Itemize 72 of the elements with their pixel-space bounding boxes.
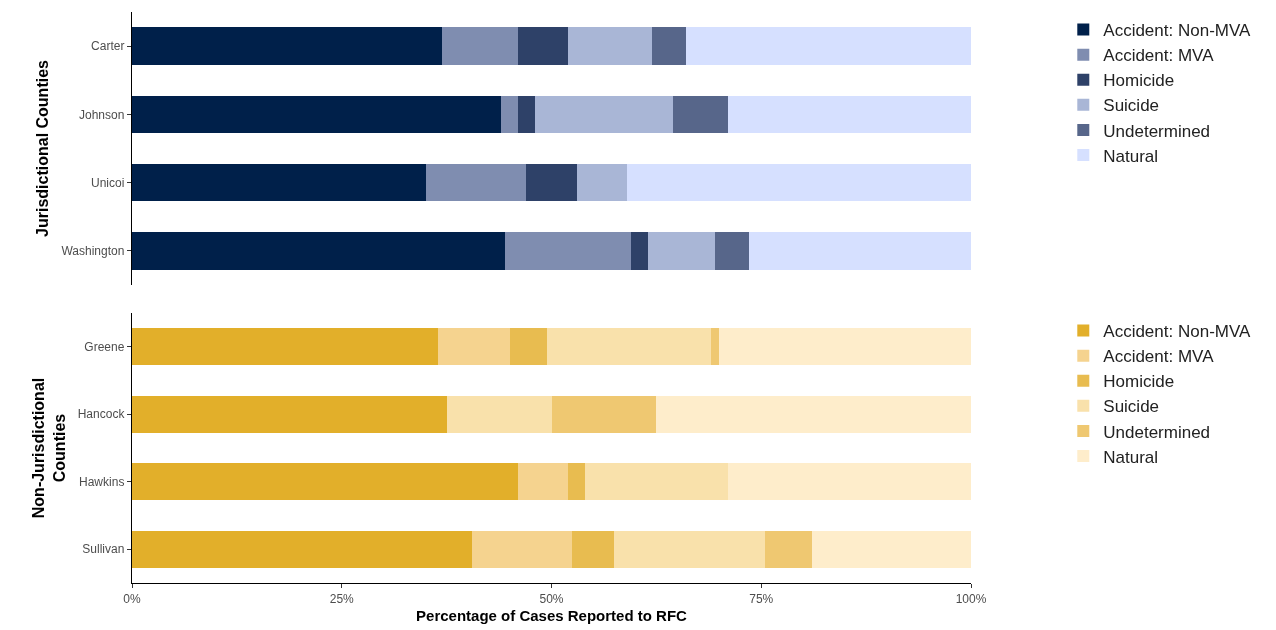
bar bbox=[438, 328, 510, 366]
bar bbox=[132, 395, 447, 433]
legend-label: Natural bbox=[1103, 146, 1159, 166]
legend-label: Accident: Non-MVA bbox=[1103, 21, 1252, 41]
y-tick-label: Unicoi bbox=[91, 175, 125, 190]
legend-label: Undetermined bbox=[1103, 121, 1211, 141]
bar bbox=[614, 530, 766, 568]
bar bbox=[765, 530, 812, 568]
bar bbox=[132, 27, 443, 65]
y-axis-title: Jurisdictional Counties bbox=[34, 59, 52, 237]
bar bbox=[631, 232, 648, 270]
y-tick-label: Sullivan bbox=[82, 542, 125, 557]
bar bbox=[572, 530, 615, 568]
bar bbox=[576, 163, 628, 202]
legend-label: Natural bbox=[1103, 447, 1159, 467]
legend-label: Homicide bbox=[1103, 372, 1175, 392]
x-tick-label: 50% bbox=[539, 591, 564, 606]
bar bbox=[647, 232, 716, 270]
y-tick-label: Hawkins bbox=[79, 474, 125, 489]
bar bbox=[425, 163, 527, 202]
bar bbox=[748, 232, 971, 270]
bar bbox=[727, 95, 971, 134]
bar bbox=[505, 232, 632, 270]
y-tick-label: Hancock bbox=[77, 407, 126, 422]
bar bbox=[568, 27, 653, 65]
bar bbox=[517, 95, 535, 134]
legend-label: Accident: MVA bbox=[1103, 46, 1215, 66]
bar bbox=[442, 27, 518, 65]
y-axis-title: Non-Jurisdictional Counties bbox=[29, 377, 68, 519]
bar bbox=[551, 395, 657, 433]
legend-label: Accident: Non-MVA bbox=[1103, 322, 1252, 342]
bar bbox=[715, 232, 749, 270]
legend-label: Suicide bbox=[1103, 96, 1160, 116]
y-tick-label: Washington bbox=[61, 244, 125, 259]
y-tick-label: Greene bbox=[84, 339, 125, 354]
bar bbox=[132, 328, 439, 366]
bar bbox=[132, 163, 426, 202]
legend-label: Undetermined bbox=[1103, 422, 1211, 442]
bar bbox=[132, 530, 472, 568]
bar bbox=[627, 163, 971, 202]
bar bbox=[471, 530, 573, 568]
bar bbox=[719, 328, 971, 366]
bar bbox=[501, 95, 518, 134]
bar bbox=[509, 328, 548, 366]
bar bbox=[534, 95, 674, 134]
bar bbox=[673, 95, 728, 134]
legend-label: Homicide bbox=[1103, 71, 1175, 91]
y-tick-label: Johnson bbox=[79, 107, 125, 122]
bar bbox=[656, 395, 971, 433]
bar bbox=[446, 395, 552, 433]
bar bbox=[727, 463, 971, 501]
x-tick-label: 25% bbox=[329, 591, 355, 606]
bar bbox=[526, 163, 577, 202]
bar bbox=[132, 95, 502, 134]
bar bbox=[517, 27, 569, 65]
bar bbox=[132, 232, 506, 270]
bar bbox=[547, 328, 711, 366]
bar bbox=[517, 463, 569, 501]
legend-label: Suicide bbox=[1103, 397, 1160, 417]
bar bbox=[132, 463, 518, 501]
x-axis-title: Percentage of Cases Reported to RFC bbox=[416, 607, 688, 625]
x-tick-label: 0% bbox=[123, 591, 141, 606]
bar bbox=[811, 530, 971, 568]
x-tick-label: 75% bbox=[749, 591, 774, 606]
x-tick-label: 100% bbox=[955, 591, 987, 606]
bar bbox=[710, 328, 720, 366]
bar bbox=[568, 463, 586, 501]
bar bbox=[585, 463, 728, 501]
y-tick-label: Carter bbox=[91, 39, 125, 54]
legend-label: Accident: MVA bbox=[1103, 347, 1215, 367]
bar bbox=[685, 27, 971, 65]
bar bbox=[652, 27, 686, 65]
